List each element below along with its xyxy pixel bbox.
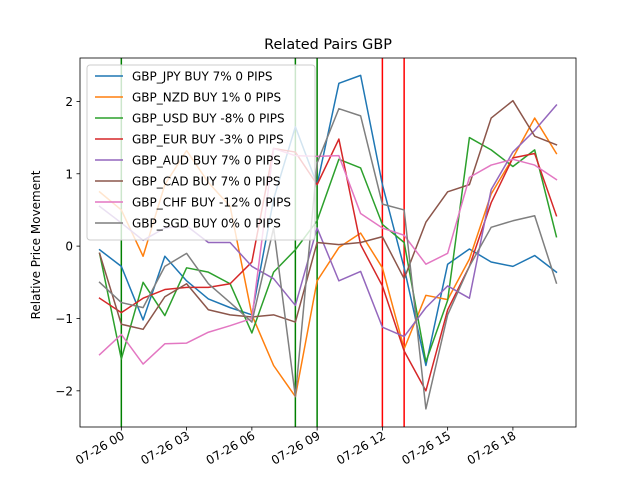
series-line-6 <box>98 147 558 365</box>
legend-box <box>86 64 316 241</box>
y-tick-label-2: 0 <box>65 240 73 254</box>
legend-label-5: GBP_CAD BUY 7% 0 PIPS <box>132 175 281 189</box>
series-line-3 <box>98 138 558 392</box>
plot-area <box>79 57 577 428</box>
legend-label-2: GBP_USD BUY -8% 0 PIPS <box>132 112 285 126</box>
legend: GBP_JPY BUY 7% 0 PIPS GBP_NZD BUY 1% 0 PI… <box>86 64 316 241</box>
y-axis-label: Relative Price Movement <box>29 170 43 319</box>
series-line-2 <box>98 136 558 363</box>
legend-label-7: GBP_SGD BUY 0% 0 PIPS <box>132 217 281 231</box>
legend-label-0: GBP_JPY BUY 7% 0 PIPS <box>132 70 273 84</box>
axes-frame <box>79 57 577 428</box>
legend-label-4: GBP_AUD BUY 7% 0 PIPS <box>132 154 281 168</box>
series-line-7 <box>98 107 558 410</box>
legend-label-3: GBP_EUR BUY -3% 0 PIPS <box>132 133 284 147</box>
y-tick-label-3: 1 <box>65 167 73 181</box>
series-line-5 <box>98 99 558 331</box>
legend-label-1: GBP_NZD BUY 1% 0 PIPS <box>132 91 281 105</box>
y-tick-label-4: 2 <box>65 95 73 109</box>
y-tick-label-0: −2 <box>55 384 73 398</box>
series-lines <box>98 74 558 410</box>
chart-title: Related Pairs GBP <box>264 37 392 53</box>
y-tick-label-1: −1 <box>55 312 73 326</box>
legend-label-6: GBP_CHF BUY -12% 0 PIPS <box>132 196 291 210</box>
